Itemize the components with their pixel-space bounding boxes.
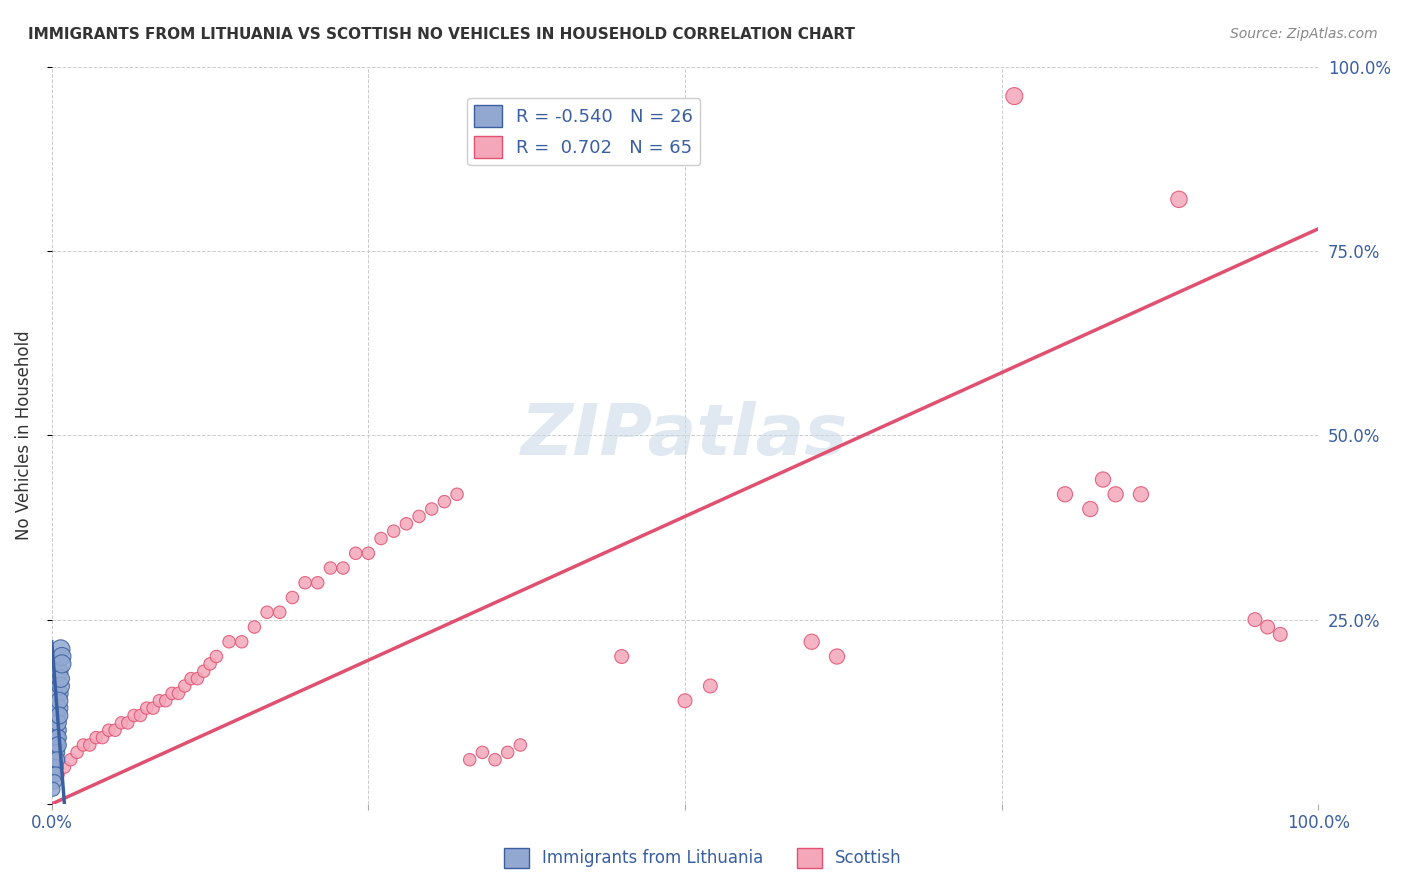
Text: ZIPatlas: ZIPatlas: [522, 401, 849, 470]
Point: [45, 745, 67, 759]
Point: [66, 745, 89, 759]
Point: [53, 760, 76, 774]
Point: [49, 672, 72, 686]
Point: [46, 665, 69, 679]
Point: [46, 738, 69, 752]
Point: [433, 494, 456, 508]
Point: [97, 723, 120, 738]
Text: IMMIGRANTS FROM LITHUANIA VS SCOTTISH NO VEHICLES IN HOUSEHOLD CORRELATION CHART: IMMIGRANTS FROM LITHUANIA VS SCOTTISH NO…: [28, 27, 855, 42]
Point: [160, 686, 183, 700]
Point: [484, 753, 506, 767]
Point: [122, 708, 145, 723]
Point: [44, 775, 66, 789]
Point: [1002, 89, 1025, 103]
Point: [307, 575, 329, 590]
Point: [48, 708, 70, 723]
Point: [193, 665, 215, 679]
Point: [218, 634, 240, 648]
Point: [46, 715, 69, 730]
Point: [370, 532, 392, 546]
Point: [45, 753, 67, 767]
Point: [420, 502, 443, 516]
Point: [610, 649, 633, 664]
Point: [395, 516, 418, 531]
Point: [673, 694, 696, 708]
Point: [91, 731, 114, 745]
Point: [1129, 487, 1152, 501]
Point: [825, 649, 848, 664]
Point: [186, 672, 208, 686]
Legend: Immigrants from Lithuania, Scottish: Immigrants from Lithuania, Scottish: [498, 841, 908, 875]
Point: [198, 657, 221, 671]
Point: [72, 738, 94, 752]
Point: [135, 701, 157, 715]
Point: [243, 620, 266, 634]
Point: [49, 679, 72, 693]
Point: [1257, 620, 1279, 634]
Point: [79, 738, 101, 752]
Point: [51, 649, 73, 664]
Point: [45, 708, 67, 723]
Point: [46, 767, 69, 781]
Point: [46, 723, 69, 738]
Y-axis label: No Vehicles in Household: No Vehicles in Household: [15, 330, 32, 540]
Point: [509, 738, 531, 752]
Point: [46, 731, 69, 745]
Point: [45, 767, 67, 781]
Point: [1168, 192, 1191, 206]
Point: [167, 686, 190, 700]
Point: [84, 731, 107, 745]
Point: [344, 546, 367, 560]
Legend: R = -0.540   N = 26, R =  0.702   N = 65: R = -0.540 N = 26, R = 0.702 N = 65: [467, 98, 700, 165]
Point: [332, 561, 354, 575]
Point: [148, 694, 170, 708]
Point: [49, 642, 72, 657]
Point: [256, 605, 278, 619]
Point: [1104, 487, 1126, 501]
Point: [142, 701, 165, 715]
Point: [1270, 627, 1292, 641]
Point: [48, 686, 70, 700]
Point: [1244, 613, 1267, 627]
Point: [446, 487, 468, 501]
Point: [180, 672, 202, 686]
Point: [173, 679, 195, 693]
Point: [45, 731, 67, 745]
Point: [1053, 487, 1076, 501]
Point: [1091, 473, 1114, 487]
Point: [45, 745, 67, 759]
Point: [205, 649, 228, 664]
Point: [129, 708, 152, 723]
Point: [382, 524, 405, 538]
Point: [45, 738, 67, 752]
Point: [117, 715, 139, 730]
Point: [48, 694, 70, 708]
Point: [51, 657, 73, 671]
Point: [45, 760, 67, 774]
Point: [408, 509, 430, 524]
Point: [269, 605, 291, 619]
Text: Source: ZipAtlas.com: Source: ZipAtlas.com: [1230, 27, 1378, 41]
Point: [104, 723, 127, 738]
Point: [281, 591, 304, 605]
Point: [155, 694, 177, 708]
Point: [45, 753, 67, 767]
Point: [319, 561, 342, 575]
Point: [357, 546, 380, 560]
Point: [59, 753, 82, 767]
Point: [42, 782, 65, 797]
Point: [496, 745, 519, 759]
Point: [1078, 502, 1101, 516]
Point: [48, 701, 70, 715]
Point: [45, 738, 67, 752]
Point: [699, 679, 721, 693]
Point: [458, 753, 481, 767]
Point: [110, 715, 132, 730]
Point: [800, 634, 823, 648]
Point: [231, 634, 253, 648]
Point: [471, 745, 494, 759]
Point: [294, 575, 316, 590]
